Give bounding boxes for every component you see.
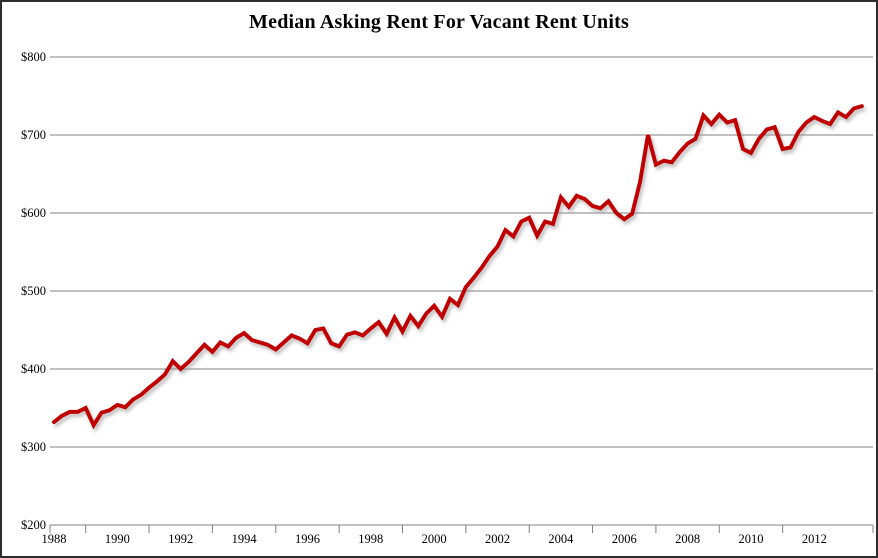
- x-tick-label: 1996: [295, 532, 320, 546]
- horizontal-gridlines: [50, 56, 873, 526]
- x-tick-label: 2012: [802, 532, 827, 546]
- x-tick-label: 2008: [675, 532, 700, 546]
- y-tick-label: $300: [21, 440, 46, 454]
- x-tick-label: 2002: [485, 532, 510, 546]
- x-axis-labels: 1988 1990 1992 1994 1996 1998 2000 2002 2004 2006…: [42, 532, 827, 546]
- x-tick-label: 2004: [548, 532, 574, 546]
- x-tick-label: 1990: [105, 532, 130, 546]
- x-tick-label: 2006: [612, 532, 637, 546]
- y-axis-labels: $200 $300 $400 $500 $600 $700 $800: [21, 50, 46, 532]
- y-tick-label: $800: [21, 50, 46, 64]
- y-tick-label: $400: [21, 362, 46, 376]
- x-axis-tick-marks: [49, 525, 874, 533]
- chart-title: Median Asking Rent For Vacant Rent Units: [249, 11, 629, 33]
- x-tick-label: 1998: [358, 532, 383, 546]
- x-tick-label: 1992: [168, 532, 193, 546]
- y-tick-label: $700: [21, 128, 46, 142]
- y-tick-label: $200: [21, 518, 46, 532]
- rent-series-line: [52, 104, 864, 430]
- x-tick-label: 2010: [738, 532, 763, 546]
- y-tick-label: $500: [21, 284, 46, 298]
- x-tick-label: 1988: [42, 532, 67, 546]
- x-tick-label: 1994: [232, 532, 258, 546]
- x-tick-label: 2000: [422, 532, 447, 546]
- y-tick-label: $600: [21, 206, 46, 220]
